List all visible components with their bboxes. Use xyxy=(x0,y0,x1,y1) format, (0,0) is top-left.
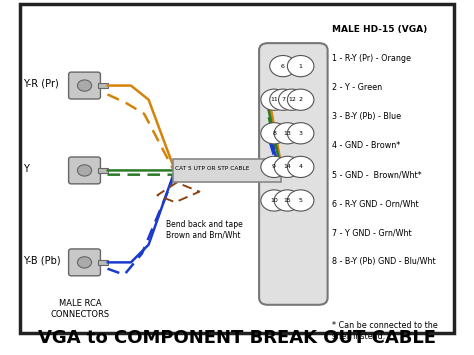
Text: 13: 13 xyxy=(283,131,292,136)
Text: 4 - GND - Brown*: 4 - GND - Brown* xyxy=(332,141,400,151)
Text: 5: 5 xyxy=(299,198,302,203)
Text: * Can be connected to the
shell instead.: * Can be connected to the shell instead. xyxy=(332,321,438,340)
FancyBboxPatch shape xyxy=(259,43,328,305)
FancyBboxPatch shape xyxy=(20,4,454,333)
Circle shape xyxy=(287,123,314,144)
FancyBboxPatch shape xyxy=(69,249,100,276)
FancyBboxPatch shape xyxy=(173,159,281,182)
Text: 6: 6 xyxy=(281,64,285,69)
Text: 8: 8 xyxy=(272,131,276,136)
Circle shape xyxy=(287,156,314,178)
Circle shape xyxy=(77,165,91,176)
Circle shape xyxy=(261,89,287,110)
Text: MALE RCA
CONNECTORS: MALE RCA CONNECTORS xyxy=(51,300,109,319)
Circle shape xyxy=(274,190,301,211)
FancyBboxPatch shape xyxy=(98,83,108,88)
Circle shape xyxy=(261,123,287,144)
Circle shape xyxy=(279,89,305,110)
Circle shape xyxy=(274,156,301,178)
FancyBboxPatch shape xyxy=(98,260,108,265)
Circle shape xyxy=(270,55,296,77)
Circle shape xyxy=(287,55,314,77)
Text: 4: 4 xyxy=(299,164,302,169)
Text: 8 - B-Y (Pb) GND - Blu/Wht: 8 - B-Y (Pb) GND - Blu/Wht xyxy=(332,257,436,266)
FancyBboxPatch shape xyxy=(98,168,108,173)
Circle shape xyxy=(77,80,91,91)
Circle shape xyxy=(270,89,296,110)
Text: 7: 7 xyxy=(281,97,285,102)
Text: CAT 5 UTP OR STP CABLE: CAT 5 UTP OR STP CABLE xyxy=(175,166,249,171)
Text: 2: 2 xyxy=(299,97,302,102)
Text: 15: 15 xyxy=(283,198,291,203)
Text: 9: 9 xyxy=(272,164,276,169)
Circle shape xyxy=(287,89,314,110)
Text: 5 - GND -  Brown/Wht*: 5 - GND - Brown/Wht* xyxy=(332,170,422,179)
Circle shape xyxy=(287,190,314,211)
Text: 1: 1 xyxy=(299,64,302,69)
Circle shape xyxy=(261,156,287,178)
Text: VGA to COMPONENT BREAK OUT CABLE: VGA to COMPONENT BREAK OUT CABLE xyxy=(38,329,436,348)
Text: 2 - Y - Green: 2 - Y - Green xyxy=(332,83,382,92)
FancyBboxPatch shape xyxy=(69,157,100,184)
Text: 1 - R-Y (Pr) - Orange: 1 - R-Y (Pr) - Orange xyxy=(332,54,411,64)
Text: 3 - B-Y (Pb) - Blue: 3 - B-Y (Pb) - Blue xyxy=(332,113,401,121)
Circle shape xyxy=(261,190,287,211)
Text: 14: 14 xyxy=(283,164,292,169)
Circle shape xyxy=(274,123,301,144)
Text: 11: 11 xyxy=(270,97,278,102)
Text: 12: 12 xyxy=(288,97,296,102)
Text: Y-R (Pr): Y-R (Pr) xyxy=(23,79,58,89)
Text: Y: Y xyxy=(23,164,28,174)
Text: MALE HD-15 (VGA): MALE HD-15 (VGA) xyxy=(332,26,427,34)
FancyBboxPatch shape xyxy=(69,72,100,99)
Text: 6 - R-Y GND - Orn/Wht: 6 - R-Y GND - Orn/Wht xyxy=(332,200,419,208)
Text: Bend back and tape
Brown and Brn/Wht: Bend back and tape Brown and Brn/Wht xyxy=(166,220,243,239)
Circle shape xyxy=(77,257,91,268)
Text: 3: 3 xyxy=(299,131,302,136)
Text: 10: 10 xyxy=(270,198,278,203)
Text: 7 - Y GND - Grn/Wht: 7 - Y GND - Grn/Wht xyxy=(332,228,411,237)
Text: Y-B (Pb): Y-B (Pb) xyxy=(23,256,60,266)
